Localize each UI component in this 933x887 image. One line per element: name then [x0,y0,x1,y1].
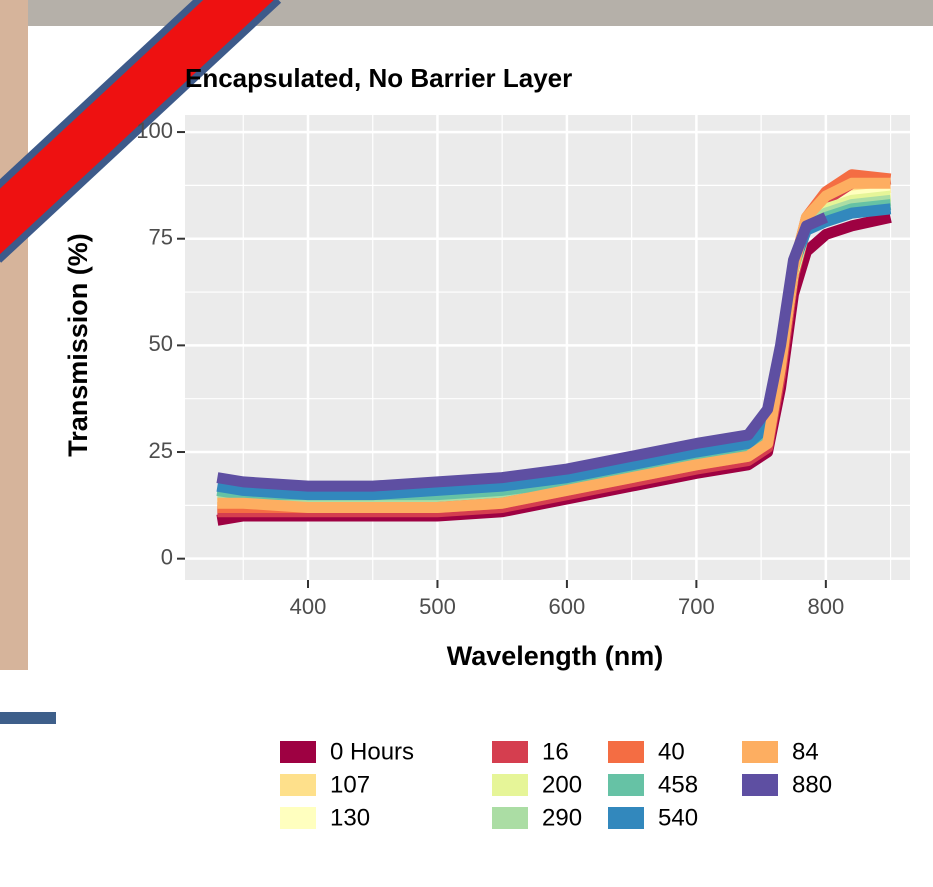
legend-swatch [280,774,316,796]
x-axis-title: Wavelength (nm) [447,641,664,671]
legend-label: 84 [792,738,819,765]
chart-title: Encapsulated, No Barrier Layer [185,63,572,93]
banner [0,0,274,255]
legend-swatch [742,774,778,796]
legend-swatch [742,741,778,763]
legend-label: 40 [658,738,685,765]
legend-label: 290 [542,804,582,831]
legend-swatch [492,807,528,829]
y-tick-label: 75 [149,225,173,250]
series-line [216,212,829,492]
x-tick-label: 400 [290,594,327,619]
legend-label: 16 [542,738,569,765]
legend-label: 458 [658,771,698,798]
y-tick-label: 100 [136,118,173,143]
legend-swatch [608,774,644,796]
legend-swatch [280,807,316,829]
x-tick-label: 500 [419,594,456,619]
y-tick-label: 50 [149,331,173,356]
legend-swatch [608,807,644,829]
accent-bar [0,712,56,724]
side-panel [0,0,28,670]
legend-label: 200 [542,771,582,798]
x-tick-label: 800 [807,594,844,619]
legend-label: 880 [792,771,832,798]
legend-swatch [492,774,528,796]
photo-strip [0,0,933,30]
legend-label: 540 [658,804,698,831]
y-tick-label: 0 [161,544,173,569]
series-line [217,177,891,513]
lines [216,169,892,526]
legend-label: 107 [330,771,370,798]
legend-swatch [608,741,644,763]
x-tick-label: 600 [549,594,586,619]
legend-label: 130 [330,804,370,831]
legend-swatch [492,741,528,763]
legend-swatch [280,741,316,763]
x-tick-label: 700 [678,594,715,619]
y-axis-title: Transmission (%) [63,233,93,457]
legend-label: 0 Hours [330,738,414,765]
y-tick-label: 25 [149,438,173,463]
